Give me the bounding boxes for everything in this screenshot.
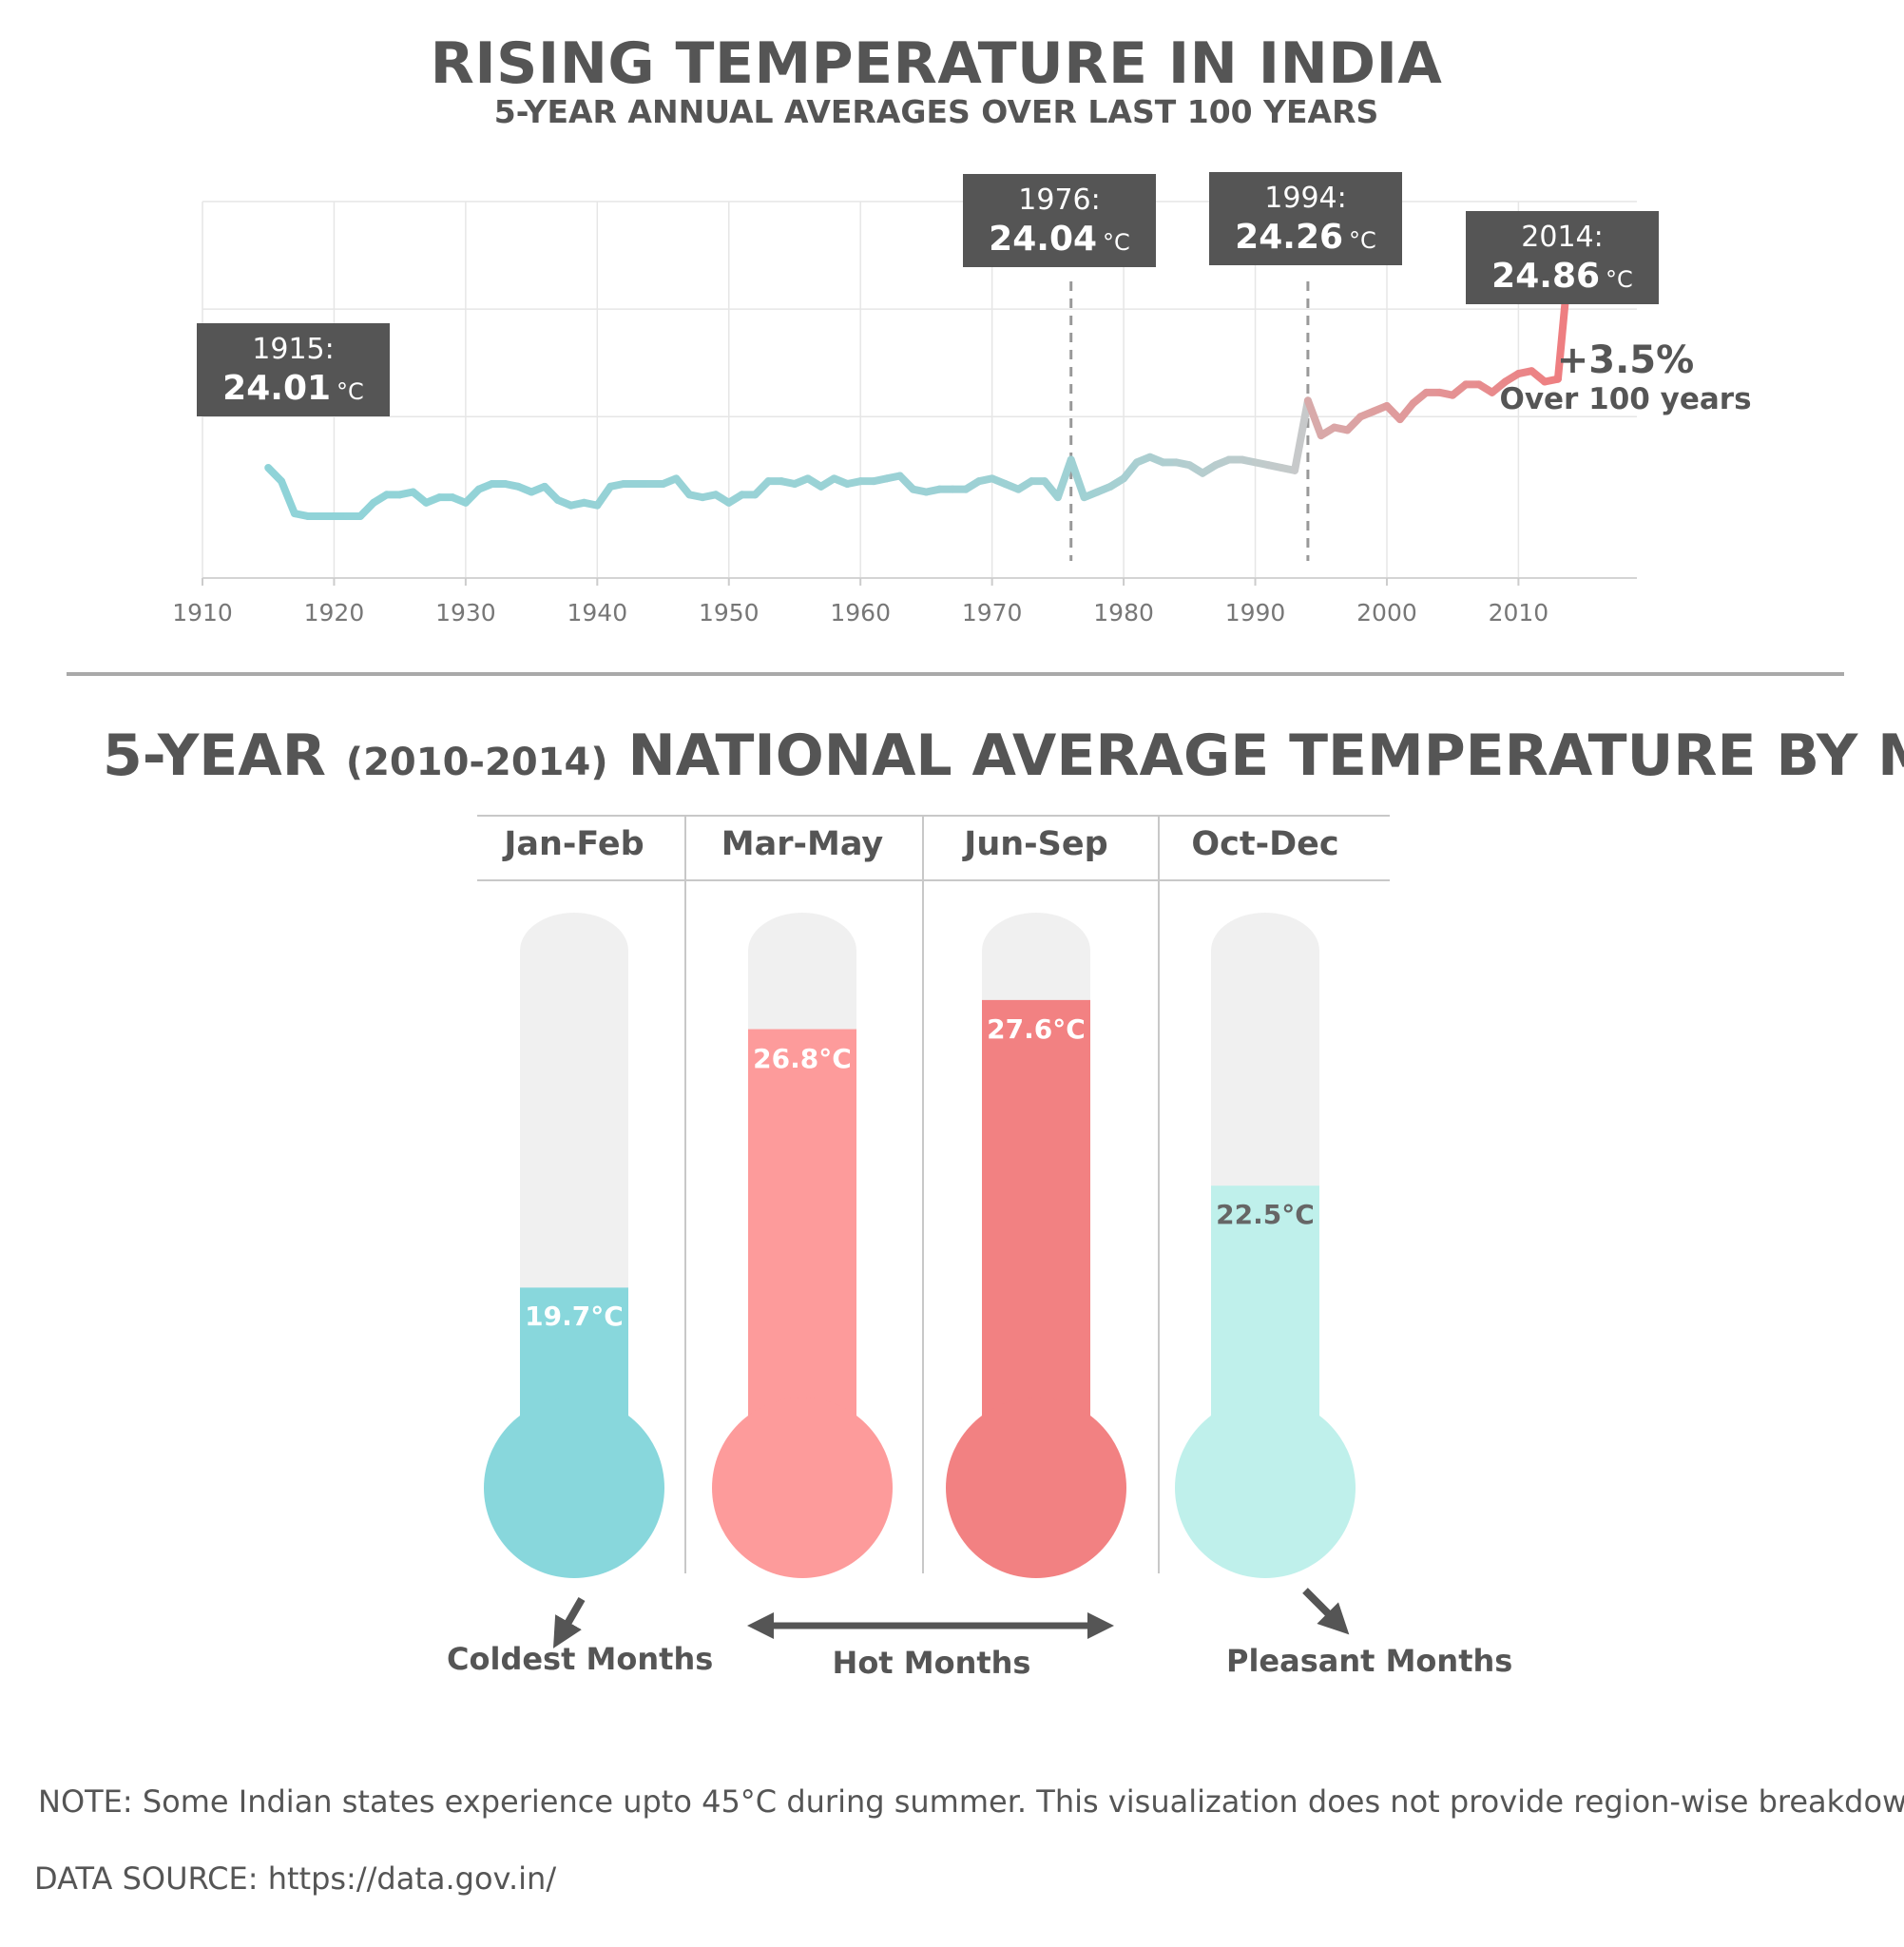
arrow-coldest [552, 1596, 586, 1648]
annotation-background [197, 323, 390, 416]
column-header: Mar-May [721, 825, 884, 863]
annotation-value: 24.04 °C [989, 220, 1130, 259]
page-title: RISING TEMPERATURE IN INDIA [430, 30, 1443, 97]
thermometer [712, 913, 893, 1578]
section-title-lead: 5-YEAR [103, 723, 326, 789]
line-segment [1053, 455, 1075, 502]
column-header: Jan-Feb [504, 825, 644, 863]
annotation-box: 1976:24.04 °C [963, 174, 1156, 267]
annotation-year: 1976: [1018, 183, 1100, 217]
line-segment [1303, 396, 1325, 440]
annotation-box: 1994:24.26 °C [1209, 172, 1402, 265]
chart-grid: 1910 1920 1930 1940 1950 1960 1970 1980 1990 2000… [172, 201, 1637, 627]
x-tick-label: 1970 [962, 599, 1023, 627]
annotation-box: 1915:24.01 °C [197, 323, 390, 416]
thermometer [1175, 913, 1356, 1578]
line-segment [593, 482, 615, 510]
x-tick-label: 2000 [1356, 599, 1417, 627]
line-segment [1291, 396, 1312, 474]
data-source: DATA SOURCE: https://data.gov.in/ [34, 1860, 557, 1897]
x-tick-label: 1990 [1225, 599, 1286, 627]
thermometer-bulb [1175, 1398, 1356, 1578]
line-chart: 1910 1920 1930 1940 1950 1960 1970 1980 1990 2000… [172, 172, 1752, 627]
arrow-pleasant [1302, 1588, 1350, 1635]
x-tick-label: 1980 [1093, 599, 1154, 627]
series-temperature [264, 235, 1575, 520]
annotation-unit: °C [1349, 227, 1376, 254]
x-tick-label: 2010 [1489, 599, 1549, 627]
section-divider [67, 672, 1844, 676]
section-title-rest: NATIONAL AVERAGE TEMPERATURE BY MONTHS [627, 723, 1904, 789]
annotation-unit: °C [1103, 229, 1130, 256]
group-label-coldest: Coldest Months [447, 1641, 714, 1677]
change-value: +3.5% [1557, 338, 1694, 382]
annotation-box: 2014:24.86 °C [1466, 211, 1659, 304]
thermometer-value-label: 27.6°C [987, 1012, 1086, 1045]
group-label-hot: Hot Months [832, 1645, 1031, 1681]
section-title: 5-YEAR (2010-2014) NATIONAL AVERAGE TEMP… [103, 723, 1904, 789]
annotation-background [963, 174, 1156, 267]
footnote: NOTE: Some Indian states experience upto… [38, 1783, 1904, 1820]
annotation-unit: °C [337, 378, 364, 405]
thermometer-value-label: 19.7°C [525, 1301, 624, 1333]
annotation-year: 2014: [1521, 221, 1603, 254]
thermometer-bulb [712, 1398, 893, 1578]
annotation-background [1209, 172, 1402, 265]
thermometer-value-label: 26.8°C [753, 1042, 852, 1074]
thermometer-value-label: 22.5°C [1216, 1199, 1315, 1231]
thermometer [484, 913, 664, 1578]
x-tick-label: 1910 [172, 599, 233, 627]
thermometer-bulb [946, 1398, 1126, 1578]
column-header: Oct-Dec [1191, 825, 1339, 863]
annotation-unit: °C [1606, 266, 1633, 293]
annotation-year: 1994: [1264, 182, 1346, 215]
annotation-year: 1915: [252, 333, 334, 366]
thermometer [946, 913, 1126, 1578]
page-subtitle: 5-YEAR ANNUAL AVERAGES OVER LAST 100 YEA… [493, 93, 1379, 130]
group-label-pleasant: Pleasant Months [1226, 1643, 1513, 1679]
x-tick-label: 1950 [699, 599, 760, 627]
annotation-background [1466, 211, 1659, 304]
thermometer-bulb [484, 1398, 664, 1578]
section-title-years: (2010-2014) [345, 741, 608, 784]
line-segment [278, 477, 298, 518]
line-segment [1067, 455, 1088, 502]
change-note: Over 100 years [1499, 382, 1751, 416]
x-tick-label: 1930 [435, 599, 496, 627]
x-tick-label: 1960 [830, 599, 891, 627]
x-tick-label: 1920 [304, 599, 365, 627]
x-tick-label: 1940 [567, 599, 628, 627]
column-header: Jun-Sep [964, 825, 1108, 863]
